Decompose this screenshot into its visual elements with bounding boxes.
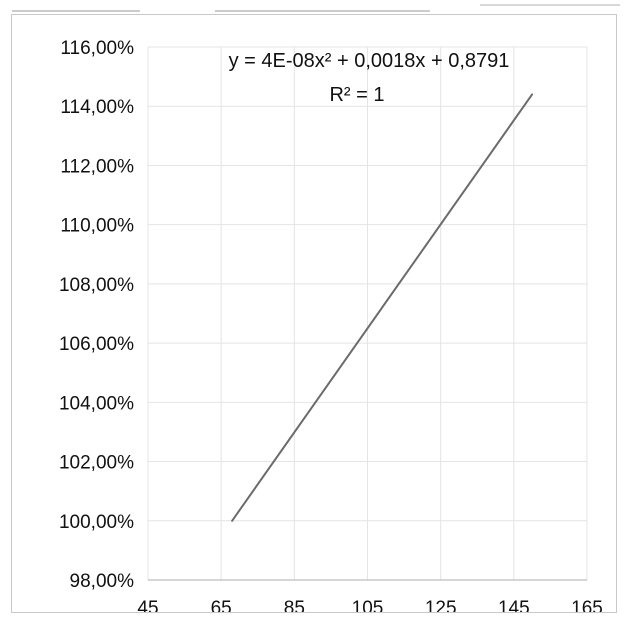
- x-tick-label: 45: [137, 598, 158, 612]
- y-tick-label: 98,00%: [70, 571, 135, 592]
- y-tick-label: 104,00%: [59, 393, 134, 414]
- x-tick-label: 125: [425, 598, 457, 612]
- y-tick-label: 106,00%: [59, 334, 134, 355]
- y-tick-label: 108,00%: [59, 275, 134, 296]
- x-tick-label: 105: [352, 598, 384, 612]
- scan-artifact-graphic: [12, 4, 620, 12]
- x-tick-label: 165: [571, 598, 603, 612]
- grid: [147, 46, 588, 580]
- y-tick-label: 114,00%: [60, 97, 134, 118]
- y-tick-labels: 98,00% 100,00% 102,00% 104,00% 106,00% 108,00…: [59, 38, 134, 592]
- y-tick-label: 110,00%: [60, 216, 134, 237]
- x-tick-label: 65: [211, 598, 232, 612]
- r-squared-label: R² = 1: [329, 84, 384, 106]
- series-line: [231, 93, 534, 522]
- y-tick-label: 112,00%: [60, 156, 134, 177]
- chart: 98,00% 100,00% 102,00% 104,00% 106,00% 108,00…: [59, 38, 603, 619]
- x-tick-labels: 45 65 85 105 125 145 165: [137, 598, 603, 619]
- trendline-equation: y = 4E-08x² + 0,0018x + 0,8791: [229, 50, 510, 72]
- x-tick-label: 85: [284, 598, 305, 612]
- y-tick-label: 100,00%: [59, 512, 134, 533]
- y-tick-label: 116,00%: [60, 38, 134, 59]
- chart-frame: 98,00% 100,00% 102,00% 104,00% 106,00% 108,00…: [11, 14, 617, 619]
- scan-artifact-top: [10, 0, 622, 14]
- x-tick-label: 145: [498, 598, 530, 612]
- series-group: [231, 93, 534, 522]
- y-tick-label: 102,00%: [59, 453, 134, 474]
